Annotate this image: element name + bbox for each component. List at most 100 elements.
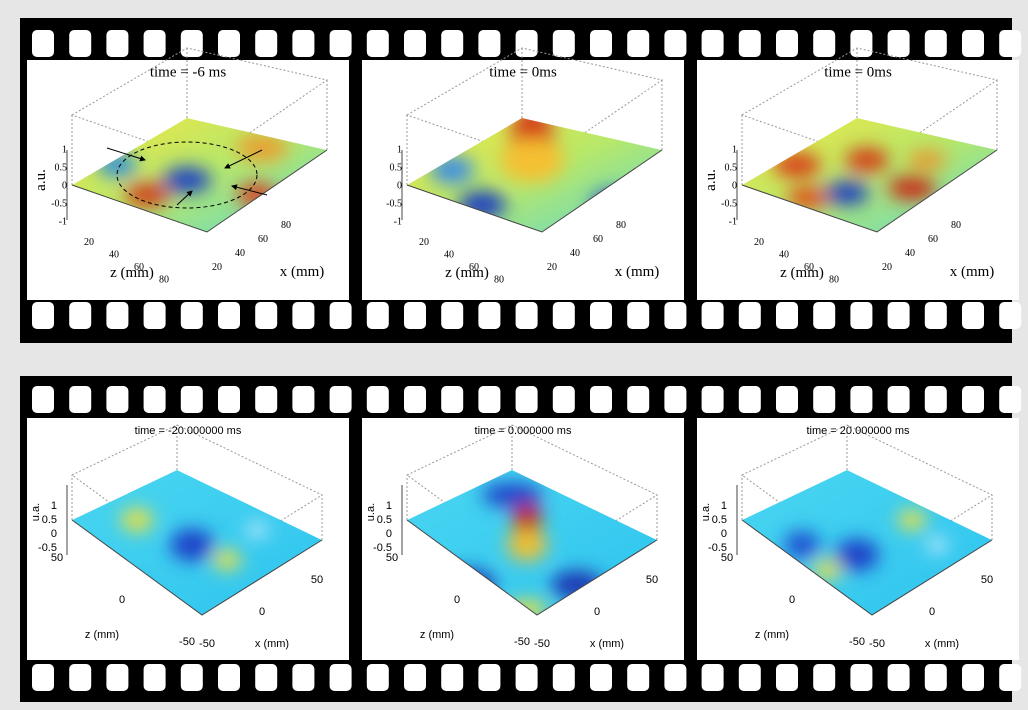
x-tick-label: -50 (869, 638, 885, 650)
axis-line (741, 519, 993, 616)
surface-features (102, 508, 267, 609)
z-tick-label: 60 (134, 262, 144, 273)
sprocket-hole (701, 386, 724, 413)
sprocket-hole (850, 30, 873, 57)
value-tick-label: 1 (386, 500, 392, 512)
sprocket-hole (552, 664, 575, 691)
surface-features (773, 148, 947, 209)
sprocket-hole (218, 386, 240, 413)
x-tick-label: 60 (258, 234, 268, 245)
sprocket-hole (441, 664, 464, 691)
surface-feature (825, 181, 869, 205)
sprocket-hole (69, 386, 92, 413)
sprocket-hole (32, 386, 54, 413)
axis-line (71, 149, 328, 233)
axis-line (71, 519, 323, 616)
x-axis-label: x (mm) (255, 638, 289, 650)
sprocket-hole (404, 302, 426, 329)
z-tick-label: -50 (179, 636, 195, 648)
sprocket-hole (701, 30, 724, 57)
panel-title: time = -6 ms (150, 64, 227, 80)
z-axis-label: z (mm) (110, 265, 154, 281)
z-axis-label: z (mm) (420, 629, 454, 641)
sprocket-hole (924, 664, 947, 691)
x-axis-label: x (mm) (925, 638, 959, 650)
annotation-arrow (224, 149, 263, 169)
sprocket-hole (813, 30, 836, 57)
z-axis-label: z (mm) (85, 629, 119, 641)
sprocket-hole (404, 664, 426, 691)
x-tick-label: 20 (547, 262, 557, 273)
sprocket-hole (813, 302, 836, 329)
sprocket-hole (627, 386, 650, 413)
sprocket-hole (962, 664, 984, 691)
sprocket-hole (255, 302, 278, 329)
sprocket-hole (404, 386, 426, 413)
value-tick-label: 0 (732, 180, 737, 191)
x-tick-label: 60 (593, 234, 603, 245)
sprocket-hole (441, 386, 464, 413)
sprocket-hole (999, 30, 1022, 57)
z-tick-label: 0 (454, 594, 460, 606)
value-tick-label: -0.5 (38, 542, 57, 554)
value-tick-label: 1 (732, 144, 737, 155)
surface-feature (213, 550, 241, 570)
x-axis-label: x (mm) (950, 264, 995, 280)
annotation-arrow (176, 190, 193, 206)
x-tick-label: 0 (929, 606, 935, 618)
sprocket-hole (180, 664, 203, 691)
sprocket-hole (478, 664, 501, 691)
x-tick-label: 20 (882, 262, 892, 273)
sprocket-hole (701, 664, 724, 691)
sprocket-hole (515, 386, 538, 413)
z-tick-label: 50 (721, 552, 733, 564)
z-axis-label: z (mm) (445, 265, 489, 281)
sprocket-hole (813, 386, 836, 413)
z-tick-label: 80 (159, 275, 169, 286)
sprocket-hole (292, 386, 315, 413)
z-tick-label: 40 (779, 250, 789, 261)
sprocket-hole (813, 664, 836, 691)
sprocket-hole (292, 664, 315, 691)
x-tick-label: 50 (981, 574, 993, 586)
sprocket-hole (590, 664, 612, 691)
z-axis-label: z (mm) (780, 265, 824, 281)
x-tick-label: 40 (235, 248, 245, 259)
sprocket-hole (664, 386, 687, 413)
value-tick-label: 0.5 (42, 514, 57, 526)
z-tick-label: 40 (109, 250, 119, 261)
sprocket-hole (627, 302, 650, 329)
axis-line (406, 149, 663, 233)
sprocket-hole (776, 30, 798, 57)
sprocket-hole (738, 302, 761, 329)
surface-feature (907, 150, 947, 170)
sprocket-hole (292, 30, 315, 57)
sprocket-hole (664, 664, 687, 691)
sprocket-hole (441, 30, 464, 57)
value-tick-label: -0.5 (51, 198, 67, 209)
sprocket-hole (106, 386, 129, 413)
sprocket-hole (887, 664, 910, 691)
value-axis-label: u.a. (365, 503, 377, 521)
value-tick-label: 0.5 (377, 514, 392, 526)
surface-feature (898, 510, 926, 530)
sprocket-hole (69, 30, 92, 57)
sprocket-hole (69, 664, 92, 691)
sprocket-hole (552, 302, 575, 329)
sprocket-hole (664, 30, 687, 57)
sprocket-hole (106, 664, 129, 691)
sprocket-hole (441, 302, 464, 329)
sprocket-hole (329, 302, 352, 329)
value-tick-label: -0.5 (386, 198, 402, 209)
value-tick-label: 0.5 (390, 162, 403, 173)
x-tick-label: 50 (646, 574, 658, 586)
x-tick-label: 20 (212, 262, 222, 273)
value-tick-label: -0.5 (721, 198, 737, 209)
surface-feature (170, 529, 214, 561)
surface (742, 118, 997, 232)
surface-feature (500, 138, 564, 182)
sprocket-hole (404, 30, 426, 57)
panel-title: time = -20.000000 ms (135, 425, 242, 437)
surface-feature (507, 529, 547, 561)
sprocket-hole (143, 30, 166, 57)
